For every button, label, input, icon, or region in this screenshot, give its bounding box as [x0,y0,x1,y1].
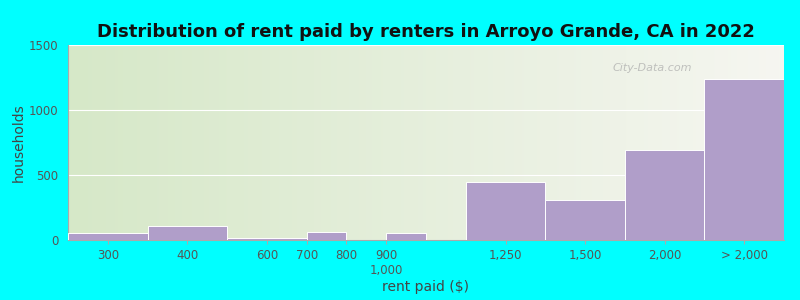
Bar [68,233,147,240]
Title: Distribution of rent paid by renters in Arroyo Grande, CA in 2022: Distribution of rent paid by renters in … [97,23,755,41]
Bar [705,79,784,240]
Bar [227,238,306,240]
Bar [306,232,346,240]
Bar [466,182,546,240]
Bar [147,226,227,240]
Bar [625,150,705,240]
Text: City-Data.com: City-Data.com [612,63,692,74]
Bar [386,233,426,240]
Bar [546,200,625,240]
X-axis label: rent paid ($): rent paid ($) [382,280,470,294]
Y-axis label: households: households [12,103,26,182]
